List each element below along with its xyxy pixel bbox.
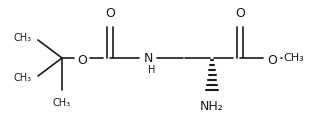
Text: O: O xyxy=(105,7,115,20)
Text: O: O xyxy=(77,54,87,66)
Text: H: H xyxy=(148,65,156,75)
Text: O: O xyxy=(235,7,245,20)
Text: CH₃: CH₃ xyxy=(283,53,304,63)
Text: O: O xyxy=(267,54,277,66)
Text: CH₃: CH₃ xyxy=(14,33,32,43)
Text: CH₃: CH₃ xyxy=(53,98,71,108)
Text: N: N xyxy=(143,51,153,65)
Text: CH₃: CH₃ xyxy=(14,73,32,83)
Text: NH₂: NH₂ xyxy=(200,100,224,113)
